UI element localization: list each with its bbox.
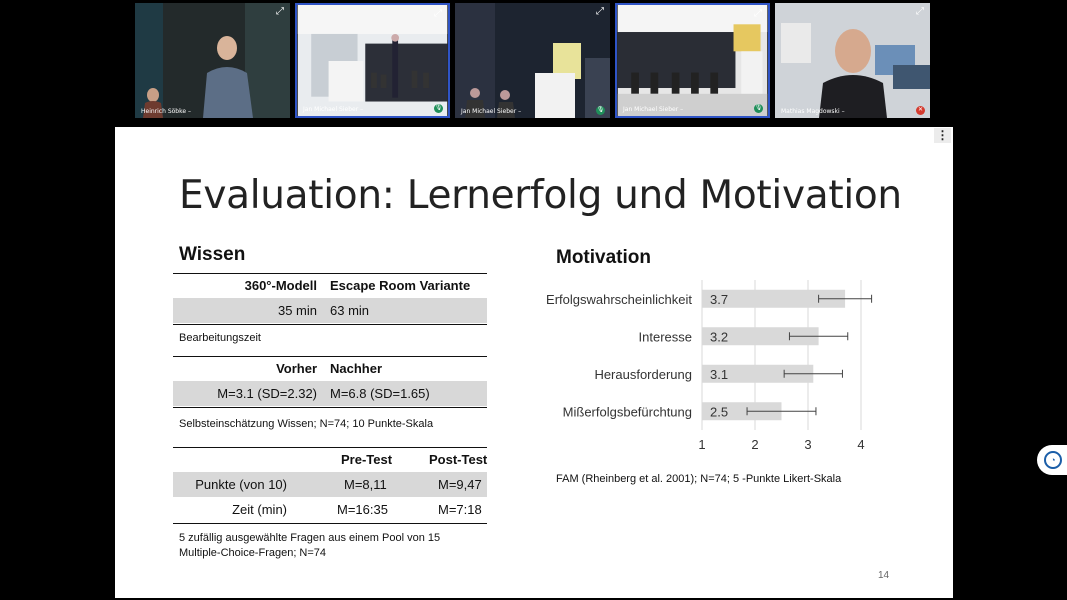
table-row: Zeit (min) M=16:35 M=7:18	[173, 497, 487, 522]
table-rule	[173, 523, 487, 524]
header-cell: 360°-Modell	[244, 278, 317, 293]
bar	[702, 289, 846, 308]
participant-tile[interactable]: ⤢ Heinrich Söbke –	[135, 3, 290, 118]
data-label: 2.5	[710, 404, 728, 419]
microphone-icon: 🎙	[754, 104, 763, 113]
table-row: 35 min 63 min	[173, 298, 487, 323]
expand-icon[interactable]: ⤢	[916, 6, 924, 17]
table-header-row: 360°-Modell Escape Room Variante	[173, 273, 487, 298]
test-results-table: Pre-Test Post-Test Punkte (von 10) M=8,1…	[173, 447, 487, 522]
table-caption: Bearbeitungszeit	[179, 332, 261, 344]
bar	[702, 364, 814, 383]
table-cell: M=8,11	[344, 477, 387, 492]
bearbeitungszeit-table: 360°-Modell Escape Room Variante 35 min …	[173, 273, 487, 323]
expand-icon[interactable]: ⤢	[596, 6, 604, 17]
x-tick-label: 1	[698, 437, 705, 452]
table-rule	[173, 273, 487, 274]
x-tick-label: 3	[804, 437, 811, 452]
selbsteinschaetzung-table: Vorher Nachher M=3.1 (SD=2.32) M=6.8 (SD…	[173, 356, 487, 406]
wissen-heading: Wissen	[179, 244, 246, 265]
motivation-chart: 1 2 3 4 Erfolgswahrscheinlichkeit 3.7 Interess…	[540, 267, 890, 467]
table-cell: M=16:35	[337, 502, 388, 517]
table-caption: Selbsteinschätzung Wissen; N=74; 10 Punk…	[179, 418, 434, 430]
data-label: 3.2	[710, 329, 728, 344]
table-cell: M=7:18	[438, 502, 482, 517]
participant-tile[interactable]: ⤢ Jan Michael Sieber – 🎙	[615, 3, 770, 118]
table-rule	[173, 447, 487, 448]
accessibility-icon: ◔	[1044, 451, 1062, 469]
data-label: 3.1	[710, 367, 728, 382]
caption-line: 5 zufällig ausgewählte Fragen aus einem …	[179, 532, 441, 544]
shared-slide: Evaluation: Lernerfolg und Motivation Wi…	[115, 127, 953, 598]
motivation-chart-svg: 1 2 3 4 Erfolgswahrscheinlichkeit 3.7 Interess…	[546, 280, 873, 452]
participant-name: Jan Michael Sieber –	[461, 108, 522, 115]
slide-title: Evaluation: Lernerfolg und Motivation	[179, 173, 902, 218]
data-label: 3.7	[710, 292, 728, 307]
table-header-row: Pre-Test Post-Test	[173, 447, 487, 472]
category-label: Herausforderung	[594, 367, 692, 382]
table-rule	[173, 324, 487, 325]
participant-name: Jan Michael Sieber –	[303, 106, 364, 113]
participant-tile[interactable]: ⤢ Jan Michael Sieber – 🎙	[455, 3, 610, 118]
more-vertical-icon[interactable]: ⋮	[934, 128, 951, 143]
table-caption: 5 zufällig ausgewählte Fragen aus einem …	[179, 531, 440, 561]
microphone-icon: 🎙	[596, 106, 605, 115]
table-rule	[173, 407, 487, 408]
expand-icon[interactable]: ⤢	[754, 8, 762, 19]
participant-name: Jan Michael Sieber –	[623, 106, 684, 113]
expand-icon[interactable]: ⤢	[434, 8, 442, 19]
participant-tile[interactable]: ⤢ Jan Michael Sieber – 🎙	[295, 3, 450, 118]
bar	[702, 402, 782, 421]
expand-icon[interactable]: ⤢	[276, 6, 284, 17]
table-cell: M=9,47	[438, 477, 482, 492]
chart-caption: FAM (Rheinberg et al. 2001); N=74; 5 -Pu…	[556, 473, 842, 485]
header-cell: Vorher	[276, 361, 317, 376]
participant-tile[interactable]: ⤢ Mathias Magdowski – ✕	[775, 3, 930, 118]
table-cell: M=6.8 (SD=1.65)	[330, 386, 430, 401]
x-tick-label: 4	[857, 437, 864, 452]
table-cell: M=3.1 (SD=2.32)	[217, 386, 317, 401]
page-number: 14	[878, 570, 890, 581]
motivation-heading: Motivation	[556, 247, 651, 268]
table-cell: Punkte (von 10)	[195, 477, 287, 492]
table-row: M=3.1 (SD=2.32) M=6.8 (SD=1.65)	[173, 381, 487, 406]
header-cell: Nachher	[330, 361, 383, 376]
table-cell: 35 min	[277, 303, 317, 318]
table-rule	[173, 356, 487, 357]
caption-line: Multiple-Choice-Fragen; N=74	[179, 547, 327, 559]
category-label: Erfolgswahrscheinlichkeit	[546, 292, 692, 307]
microphone-muted-icon: ✕	[916, 106, 925, 115]
x-tick-label: 2	[751, 437, 758, 452]
participant-name: Mathias Magdowski –	[781, 108, 845, 115]
category-label: Mißerfolgsbefürchtung	[563, 404, 692, 419]
header-cell: Escape Room Variante	[330, 278, 471, 293]
participant-name: Heinrich Söbke –	[141, 108, 191, 115]
header-cell: Post-Test	[429, 452, 488, 467]
table-row: Punkte (von 10) M=8,11 M=9,47	[173, 472, 487, 497]
bar	[702, 327, 819, 346]
table-cell: 63 min	[330, 303, 370, 318]
category-label: Interesse	[639, 329, 692, 344]
table-header-row: Vorher Nachher	[173, 356, 487, 381]
table-cell: Zeit (min)	[232, 502, 287, 517]
microphone-icon: 🎙	[434, 104, 443, 113]
accessibility-button[interactable]: ◔	[1037, 445, 1067, 475]
header-cell: Pre-Test	[341, 452, 393, 467]
